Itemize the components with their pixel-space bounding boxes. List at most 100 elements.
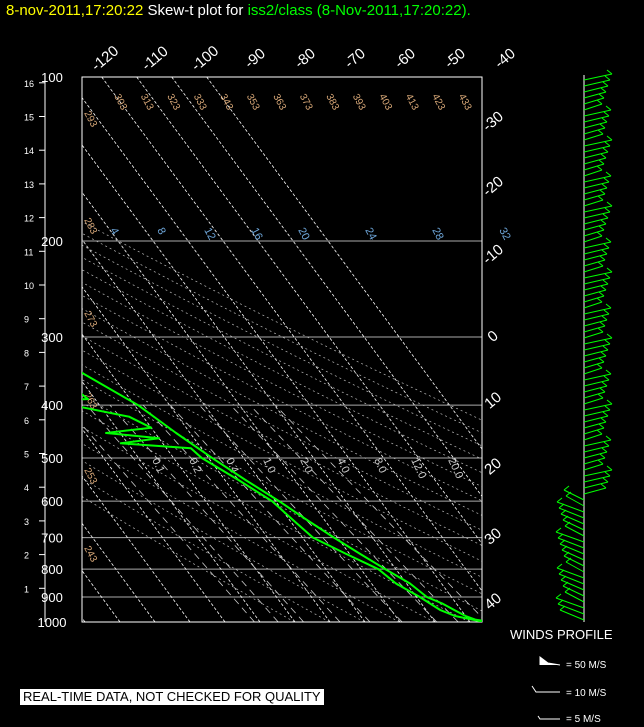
dry-adiabat-label: 283	[81, 216, 99, 236]
wind-barb	[583, 247, 610, 255]
wind-barb-flag	[603, 441, 610, 447]
winds-profile	[531, 69, 613, 720]
dry-adiabat-line	[82, 364, 482, 578]
wind-barb-flag	[560, 575, 567, 581]
wind-barb-flag	[556, 563, 563, 569]
wind-barb	[583, 187, 608, 195]
wind-barb	[556, 501, 585, 513]
dewpoint-point	[158, 437, 160, 440]
dewpoint-point	[377, 568, 380, 571]
wind-barb-flag	[601, 183, 608, 189]
wind-barb	[556, 567, 585, 579]
isotherm-top-label: -110	[139, 43, 172, 75]
wind-legend-50: = 50 M/S	[566, 660, 607, 671]
dry-adiabat-label: 363	[270, 92, 288, 112]
wind-barb-flag	[598, 159, 605, 165]
wind-barb-flag	[602, 411, 609, 417]
wind-barb-flag	[596, 165, 603, 171]
temperature-point	[82, 372, 84, 375]
source-label: iss2/class	[247, 2, 313, 19]
dewpoint-point	[87, 398, 89, 400]
wind-barb-flag	[556, 497, 563, 503]
wind-barb-flag	[606, 333, 613, 339]
dewpoint-point	[238, 479, 241, 482]
dewpoint-point	[345, 553, 347, 555]
chart-traces	[82, 371, 482, 622]
wind-barb	[583, 103, 603, 111]
wind-barb-flag	[560, 509, 567, 515]
dry-adiabat-line	[82, 394, 482, 612]
wind-barb	[583, 289, 607, 297]
wind-barb	[583, 121, 608, 129]
mixing-ratio-label: 12	[201, 226, 217, 242]
wind-barb-flag	[599, 321, 606, 327]
wind-barb	[583, 271, 613, 279]
isotherm-line	[82, 475, 191, 622]
wind-barb-flag	[606, 69, 613, 75]
wind-barb	[583, 127, 606, 135]
wind-barb	[557, 537, 585, 549]
wind-barb	[583, 265, 604, 273]
wind-barb-flag	[562, 515, 569, 521]
dry-adiabat-line	[82, 410, 470, 622]
mixing-ratio-lower-label: 4.0	[334, 456, 351, 475]
dry-adiabat-line	[82, 335, 482, 546]
isobar-label: 400	[41, 398, 63, 413]
dry-adiabat-line	[82, 256, 482, 460]
wind-barb	[583, 241, 612, 249]
wind-barb-flag	[564, 521, 571, 527]
wind-barb-flag	[601, 315, 608, 321]
isotherm-right-label: 40	[481, 590, 505, 614]
dry-adiabat-line	[82, 244, 482, 447]
mixing-ratio-lower-label: 8.0	[371, 456, 388, 475]
wind-barb	[583, 487, 607, 495]
wind-barb-flag	[606, 135, 613, 141]
mixing-ratio-lower-label: 1.0	[260, 456, 277, 475]
dewpoint-point	[419, 596, 421, 598]
wind-barb-flag	[604, 141, 611, 147]
plot-frame	[81, 76, 483, 623]
wind-barb	[557, 603, 585, 615]
wind-barb	[583, 259, 606, 267]
winds-profile-label: WINDS PROFILE	[510, 627, 613, 642]
wind-barb	[565, 495, 585, 507]
altitude-tick-label: 16	[24, 79, 34, 89]
wind-barb	[583, 343, 611, 351]
wind-barb-flag	[559, 539, 566, 545]
dry-adiabat-label: 273	[81, 309, 99, 329]
dry-adiabat-line	[82, 426, 435, 622]
wind-barb-flag	[557, 533, 564, 539]
source-date-label: (8-Nov-2011,17:20:22).	[316, 2, 471, 19]
wind-barb	[559, 609, 585, 621]
wind-barb-flag	[602, 279, 609, 285]
wind-barb-flag	[602, 477, 609, 483]
wind-barb-flag	[602, 213, 609, 219]
dewpoint-point	[271, 500, 273, 502]
mixing-ratio-label: 24	[362, 226, 378, 242]
mixing-ratio-line	[109, 404, 304, 622]
wind-barb-flag	[600, 219, 607, 225]
isotherm-line	[82, 522, 156, 622]
clipped-grid	[82, 77, 482, 622]
wind-barb-flag	[606, 465, 613, 471]
mixing-ratio-line	[249, 404, 459, 622]
wind-barb	[583, 205, 613, 213]
wind-barb	[559, 543, 585, 555]
dry-adiabat-label: 413	[403, 92, 421, 112]
dewpoint-trace	[82, 393, 482, 622]
isotherm-top-label: -40	[491, 45, 519, 72]
wind-barb-flag	[564, 587, 571, 593]
wind-barb-flag	[604, 339, 611, 345]
isotherm-line	[82, 238, 366, 622]
isotherm-top-label: -50	[441, 45, 469, 72]
wind-barb	[583, 415, 609, 423]
wind-barb-flag	[565, 491, 572, 497]
wind-barb-flag	[558, 503, 565, 509]
isotherm-top-label: -120	[88, 42, 122, 74]
wind-barb	[583, 97, 605, 105]
mixing-ratio-lower-label: 12.0	[408, 456, 428, 480]
wind-barb-flag	[598, 423, 605, 429]
temperature-point	[441, 602, 444, 605]
mixing-ratio-label: 16	[248, 226, 264, 242]
wind-barb-flag	[565, 557, 572, 563]
